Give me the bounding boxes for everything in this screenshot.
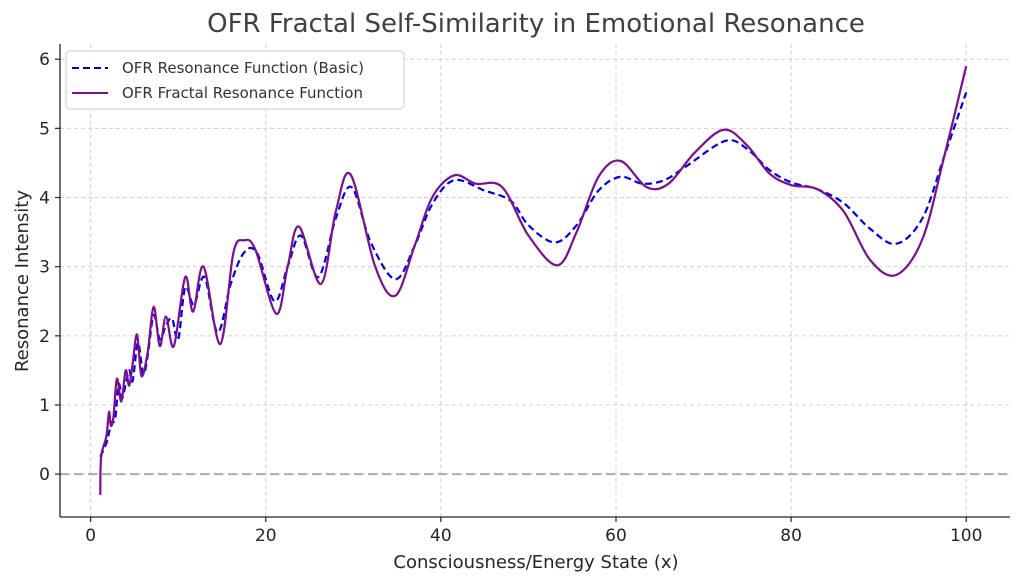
y-tick-label: 0 (39, 465, 50, 485)
y-tick-labels: 0 1 2 3 4 5 6 (39, 50, 60, 485)
y-tick-label: 5 (39, 119, 50, 139)
y-tick-label: 3 (39, 258, 50, 278)
legend-box (65, 50, 405, 110)
axes (59, 44, 1010, 518)
y-tick-label: 4 (39, 189, 50, 209)
legend: OFR Resonance Function (Basic) OFR Fract… (65, 50, 405, 110)
y-tick-label: 2 (39, 327, 50, 347)
y-axis-label: Resonance Intensity (12, 190, 33, 372)
x-tick-label: 40 (430, 526, 452, 546)
chart-title: OFR Fractal Self-Similarity in Emotional… (207, 9, 865, 39)
legend-label-fractal: OFR Fractal Resonance Function (122, 84, 363, 102)
x-tick-labels: 0 20 40 60 80 100 (85, 517, 982, 546)
y-tick-label: 6 (39, 50, 50, 70)
x-tick-label: 0 (85, 526, 96, 546)
x-tick-label: 80 (780, 526, 802, 546)
x-tick-label: 60 (605, 526, 627, 546)
y-tick-label: 1 (39, 396, 50, 416)
series-group (99, 65, 968, 495)
x-tick-label: 20 (255, 526, 277, 546)
legend-label-basic: OFR Resonance Function (Basic) (122, 59, 364, 77)
series-fractal-resonance (99, 65, 968, 495)
plot-area (60, 44, 1010, 517)
x-axis-label: Consciousness/Energy State (x) (393, 552, 678, 573)
grid-lines (60, 44, 1010, 517)
x-tick-label: 100 (950, 526, 982, 546)
series-basic-resonance (99, 92, 968, 458)
